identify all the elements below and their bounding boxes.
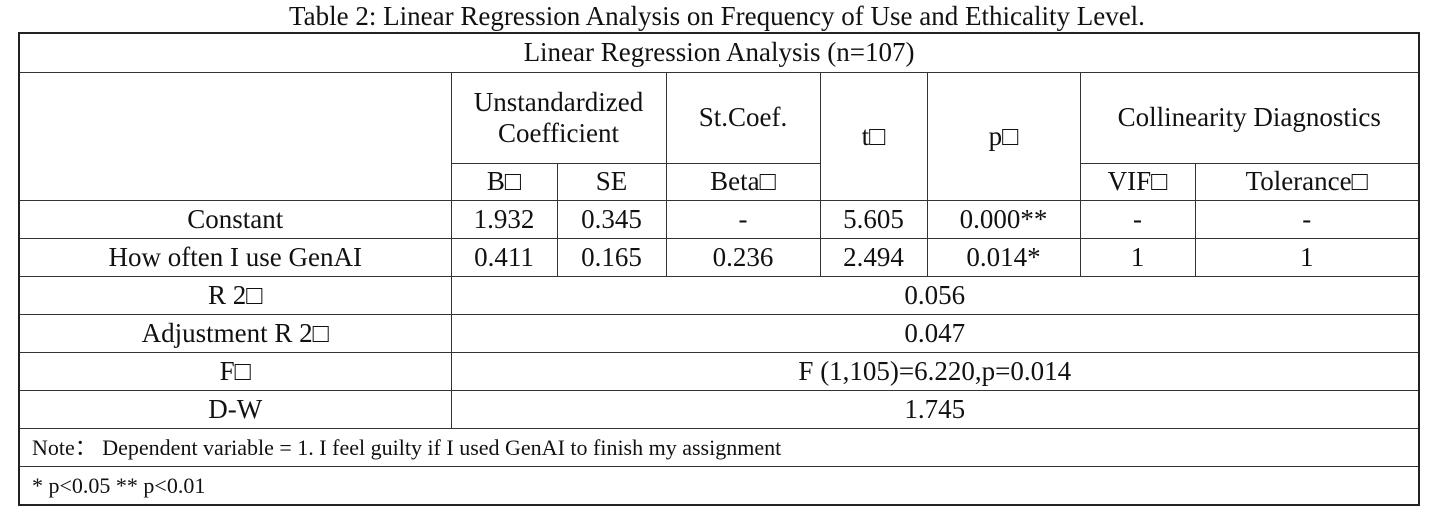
significance-row: * p<0.05 ** p<0.01 bbox=[18, 466, 1420, 506]
summary-label: R 2□ bbox=[18, 276, 452, 315]
header-collinearity-diagnostics: Collinearity Diagnostics bbox=[1079, 72, 1420, 164]
summary-label: Adjustment R 2□ bbox=[18, 314, 452, 353]
cell-b: 0.411 bbox=[450, 238, 558, 277]
header-p: p□ bbox=[926, 72, 1081, 201]
summary-row-r2: R 2□ 0.056 bbox=[18, 276, 1420, 315]
cell-vif: 1 bbox=[1079, 238, 1196, 277]
cell-t: 5.605 bbox=[819, 200, 928, 239]
summary-value: 0.047 bbox=[450, 314, 1420, 353]
summary-label: F□ bbox=[18, 352, 452, 391]
cell-p: 0.014* bbox=[926, 238, 1081, 277]
header-vif: VIF□ bbox=[1079, 163, 1196, 201]
cell-beta: 0.236 bbox=[665, 238, 821, 277]
note-row: Note： Dependent variable = 1. I feel gui… bbox=[18, 428, 1420, 467]
cell-se: 0.345 bbox=[556, 200, 667, 239]
header-t: t□ bbox=[819, 72, 928, 201]
table-caption: Table 2: Linear Regression Analysis on F… bbox=[289, 1, 1145, 31]
summary-row-adjusted-r2: Adjustment R 2□ 0.047 bbox=[18, 314, 1420, 353]
regression-table: Linear Regression Analysis (n=107) Unsta… bbox=[18, 32, 1421, 506]
table-row-genai-frequency: How often I use GenAI 0.411 0.165 0.236 … bbox=[18, 238, 1420, 277]
summary-label: D-W bbox=[18, 390, 452, 429]
summary-row-dw: D-W 1.745 bbox=[18, 390, 1420, 429]
header-beta: Beta□ bbox=[665, 163, 821, 201]
significance-note: * p<0.05 ** p<0.01 bbox=[18, 466, 1420, 506]
table-title-row: Linear Regression Analysis (n=107) bbox=[18, 32, 1420, 73]
table-row-constant: Constant 1.932 0.345 - 5.605 0.000** - - bbox=[18, 200, 1420, 239]
table-title: Linear Regression Analysis (n=107) bbox=[18, 32, 1420, 73]
header-tolerance: Tolerance□ bbox=[1194, 163, 1420, 201]
summary-value: 0.056 bbox=[450, 276, 1420, 315]
summary-row-f: F□ F (1,105)=6.220,p=0.014 bbox=[18, 352, 1420, 391]
cell-vif: - bbox=[1079, 200, 1196, 239]
header-b: B□ bbox=[450, 163, 558, 201]
summary-value: 1.745 bbox=[450, 390, 1420, 429]
header-st-coef: St.Coef. bbox=[665, 72, 821, 164]
cell-p: 0.000** bbox=[926, 200, 1081, 239]
cell-tolerance: - bbox=[1194, 200, 1420, 239]
cell-t: 2.494 bbox=[819, 238, 928, 277]
header-se: SE bbox=[556, 163, 667, 201]
row-label: Constant bbox=[18, 200, 452, 239]
header-row-1: Unstandardized Coefficient St.Coef. t□ p… bbox=[18, 72, 1420, 201]
row-label: How often I use GenAI bbox=[18, 238, 452, 277]
cell-b: 1.932 bbox=[450, 200, 558, 239]
header-blank-cell bbox=[18, 72, 452, 201]
summary-value: F (1,105)=6.220,p=0.014 bbox=[450, 352, 1420, 391]
cell-beta: - bbox=[665, 200, 821, 239]
cell-se: 0.165 bbox=[556, 238, 667, 277]
cell-tolerance: 1 bbox=[1194, 238, 1420, 277]
header-unstandardized-coefficient: Unstandardized Coefficient bbox=[450, 72, 667, 164]
table-note: Note： Dependent variable = 1. I feel gui… bbox=[18, 428, 1420, 467]
